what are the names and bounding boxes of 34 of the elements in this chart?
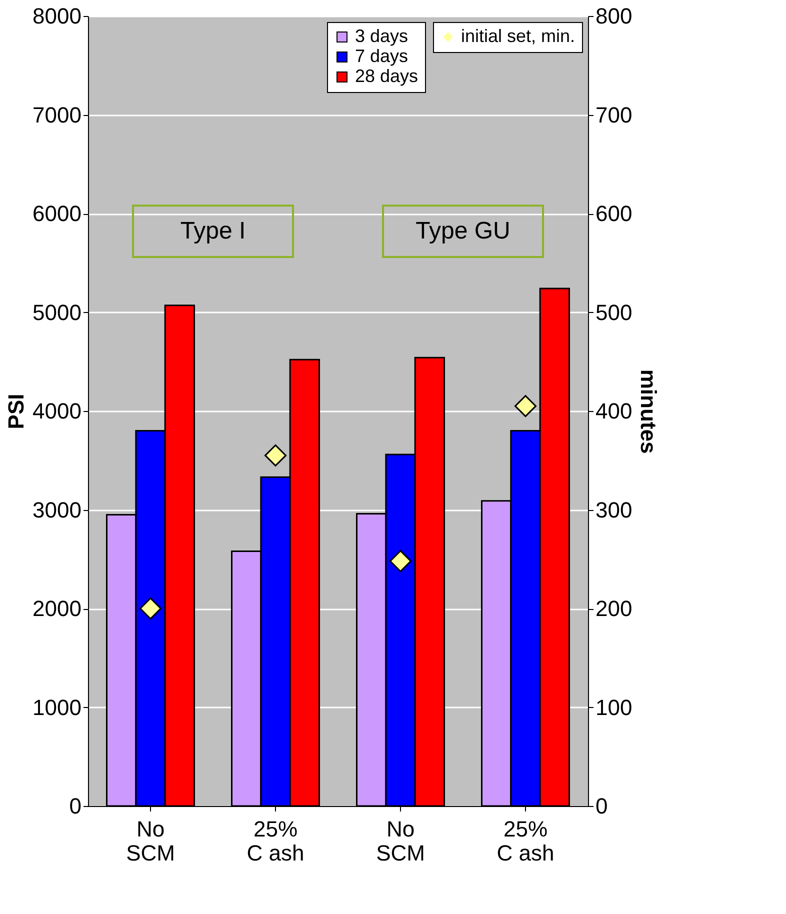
y-axis-title: PSI bbox=[4, 394, 29, 430]
y-tick-label: 7000 bbox=[32, 102, 82, 128]
point bbox=[140, 598, 162, 620]
point bbox=[264, 444, 286, 466]
x-tick-label: No SCM bbox=[376, 816, 425, 866]
y-tick-label: 5000 bbox=[32, 300, 82, 325]
y-tick-label: 0 bbox=[69, 794, 82, 818]
y-tick-label: 4000 bbox=[32, 398, 82, 424]
y2-tick-label: 0 bbox=[596, 794, 608, 818]
y2-tick-label: 200 bbox=[596, 596, 632, 621]
legend-label: 28 days bbox=[355, 66, 418, 86]
y2-tick-label: 700 bbox=[596, 102, 632, 128]
x-tick-label: 25% C ash bbox=[246, 816, 304, 866]
point bbox=[514, 395, 536, 418]
y2-tick-label: 600 bbox=[596, 201, 632, 226]
legend-label: 7 days bbox=[355, 46, 408, 66]
y2-tick-label: 400 bbox=[596, 398, 632, 424]
legend-label: initial set, min. bbox=[461, 26, 576, 46]
y2-tick-label: 300 bbox=[596, 497, 632, 522]
y-tick-label: 3000 bbox=[32, 497, 82, 522]
annotation: Type I bbox=[180, 217, 246, 244]
y-tick-label: 6000 bbox=[32, 201, 82, 226]
point bbox=[390, 550, 412, 572]
x-tick-label: 25% C ash bbox=[496, 816, 554, 866]
y-tick-label: 1000 bbox=[32, 694, 82, 720]
y2-tick-label: 500 bbox=[596, 300, 632, 325]
y2-tick-label: 100 bbox=[596, 694, 632, 720]
y2-axis-title: minutes bbox=[636, 369, 662, 454]
y-tick-label: 2000 bbox=[32, 596, 82, 621]
legend-label: 3 days bbox=[355, 26, 408, 46]
y-tick-label: 8000 bbox=[32, 4, 82, 28]
y2-tick-label: 800 bbox=[596, 4, 632, 28]
annotation: Type GU bbox=[416, 217, 510, 244]
x-tick-label: No SCM bbox=[126, 816, 175, 866]
